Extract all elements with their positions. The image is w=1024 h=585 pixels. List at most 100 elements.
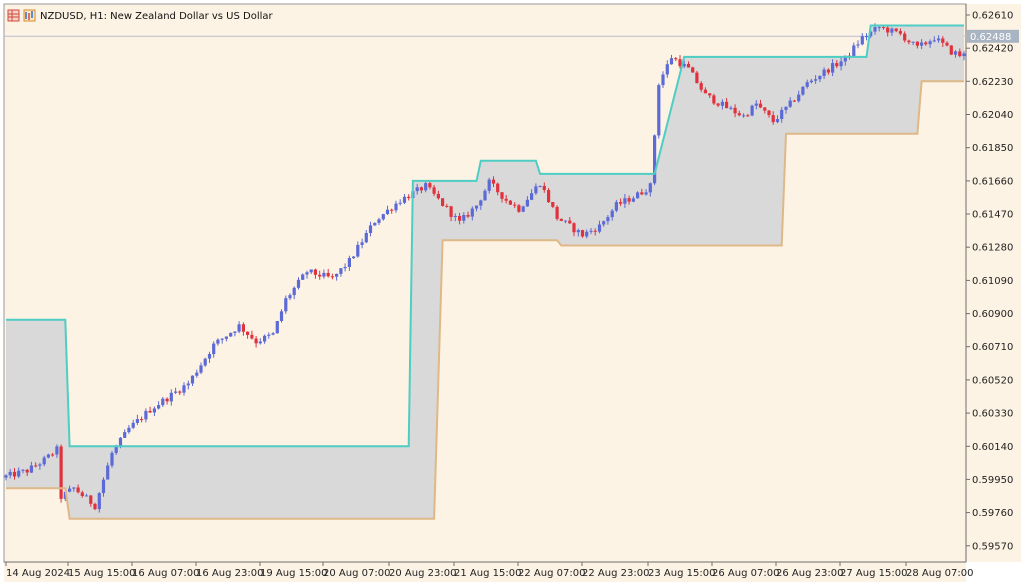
candle bbox=[542, 182, 546, 193]
candle bbox=[101, 477, 106, 497]
candle-body bbox=[504, 198, 508, 201]
candle-body bbox=[216, 339, 220, 344]
candle-body bbox=[742, 115, 746, 117]
candle bbox=[822, 67, 826, 79]
candle-body bbox=[419, 187, 423, 191]
candle-body bbox=[152, 408, 156, 413]
candle-body bbox=[593, 230, 597, 232]
channel-band bbox=[6, 25, 964, 519]
candle-body bbox=[733, 107, 737, 114]
candle bbox=[84, 493, 89, 497]
candle-body bbox=[809, 80, 813, 83]
price-tick-label: 0.62420 bbox=[972, 44, 1013, 55]
candle bbox=[559, 218, 563, 222]
candle bbox=[110, 450, 114, 468]
candle-body bbox=[347, 258, 351, 267]
candle bbox=[877, 26, 881, 32]
candle bbox=[563, 220, 568, 224]
candle-body bbox=[877, 27, 881, 29]
candle bbox=[29, 461, 33, 473]
candle bbox=[644, 189, 648, 196]
candle-body bbox=[894, 28, 898, 32]
candle bbox=[551, 202, 555, 209]
candle-body bbox=[487, 179, 491, 191]
candle bbox=[381, 213, 385, 221]
candle-body bbox=[449, 206, 453, 217]
price-tick-label: 0.61090 bbox=[972, 276, 1013, 287]
candle bbox=[898, 28, 902, 36]
candle-body bbox=[428, 183, 432, 188]
candle-body bbox=[864, 36, 869, 38]
candle bbox=[161, 396, 165, 407]
price-tick-label: 0.61280 bbox=[972, 243, 1013, 254]
candle-body bbox=[424, 183, 428, 191]
candle bbox=[68, 485, 72, 493]
price-tick-label: 0.61470 bbox=[972, 210, 1013, 221]
candle-body bbox=[42, 457, 46, 465]
candle bbox=[144, 408, 148, 423]
candle bbox=[233, 331, 237, 337]
candle bbox=[390, 208, 394, 214]
candle bbox=[958, 48, 962, 58]
candle bbox=[458, 212, 462, 225]
candle-body bbox=[886, 27, 890, 33]
candle bbox=[487, 177, 491, 194]
candle-body bbox=[118, 437, 123, 446]
candle-body bbox=[246, 331, 250, 335]
price-tick-label: 0.62610 bbox=[972, 11, 1013, 22]
candle-body bbox=[962, 53, 966, 57]
candle bbox=[360, 238, 364, 249]
candle bbox=[93, 502, 97, 511]
candle bbox=[733, 104, 737, 118]
candle bbox=[313, 268, 317, 279]
candle-body bbox=[640, 192, 644, 195]
candle bbox=[580, 229, 585, 238]
candle bbox=[915, 41, 919, 49]
candle-body bbox=[415, 187, 419, 192]
candle-body bbox=[881, 27, 886, 29]
candle-body bbox=[585, 231, 589, 237]
candle bbox=[356, 241, 360, 258]
candle-body bbox=[46, 454, 50, 458]
candle-body bbox=[220, 338, 224, 340]
toolbar-grid-icon[interactable] bbox=[7, 9, 20, 22]
candle bbox=[911, 41, 915, 46]
candle-body bbox=[199, 365, 203, 373]
candle bbox=[585, 229, 589, 239]
candle-body bbox=[653, 135, 657, 184]
candle-body bbox=[84, 495, 89, 497]
candle-body bbox=[148, 410, 152, 413]
candle bbox=[474, 205, 479, 212]
candle bbox=[275, 320, 279, 334]
candle-body bbox=[754, 103, 758, 106]
candle-body bbox=[258, 341, 262, 344]
candle bbox=[589, 228, 593, 235]
candle bbox=[754, 100, 758, 110]
candle-body bbox=[903, 33, 907, 41]
candle bbox=[949, 45, 953, 56]
candle bbox=[835, 60, 839, 69]
candle-body bbox=[932, 40, 936, 42]
candle-body bbox=[284, 298, 288, 312]
candle bbox=[169, 389, 173, 406]
candle-body bbox=[521, 206, 525, 212]
candle-body bbox=[296, 279, 301, 288]
candle-body bbox=[572, 223, 576, 233]
candle-body bbox=[563, 220, 568, 222]
candle bbox=[80, 490, 84, 498]
candle bbox=[928, 39, 932, 48]
candle-body bbox=[436, 193, 440, 199]
candle-body bbox=[589, 230, 593, 232]
candle bbox=[691, 66, 695, 73]
candle bbox=[51, 452, 55, 457]
time-tick-label: 20 Aug 07:00 bbox=[323, 568, 390, 579]
toolbar-chart-icon[interactable] bbox=[23, 9, 36, 22]
candle bbox=[805, 79, 809, 89]
candle-body bbox=[381, 214, 385, 220]
candle bbox=[8, 468, 12, 479]
candle bbox=[809, 78, 813, 84]
candle bbox=[784, 106, 788, 114]
candle-body bbox=[843, 55, 847, 62]
